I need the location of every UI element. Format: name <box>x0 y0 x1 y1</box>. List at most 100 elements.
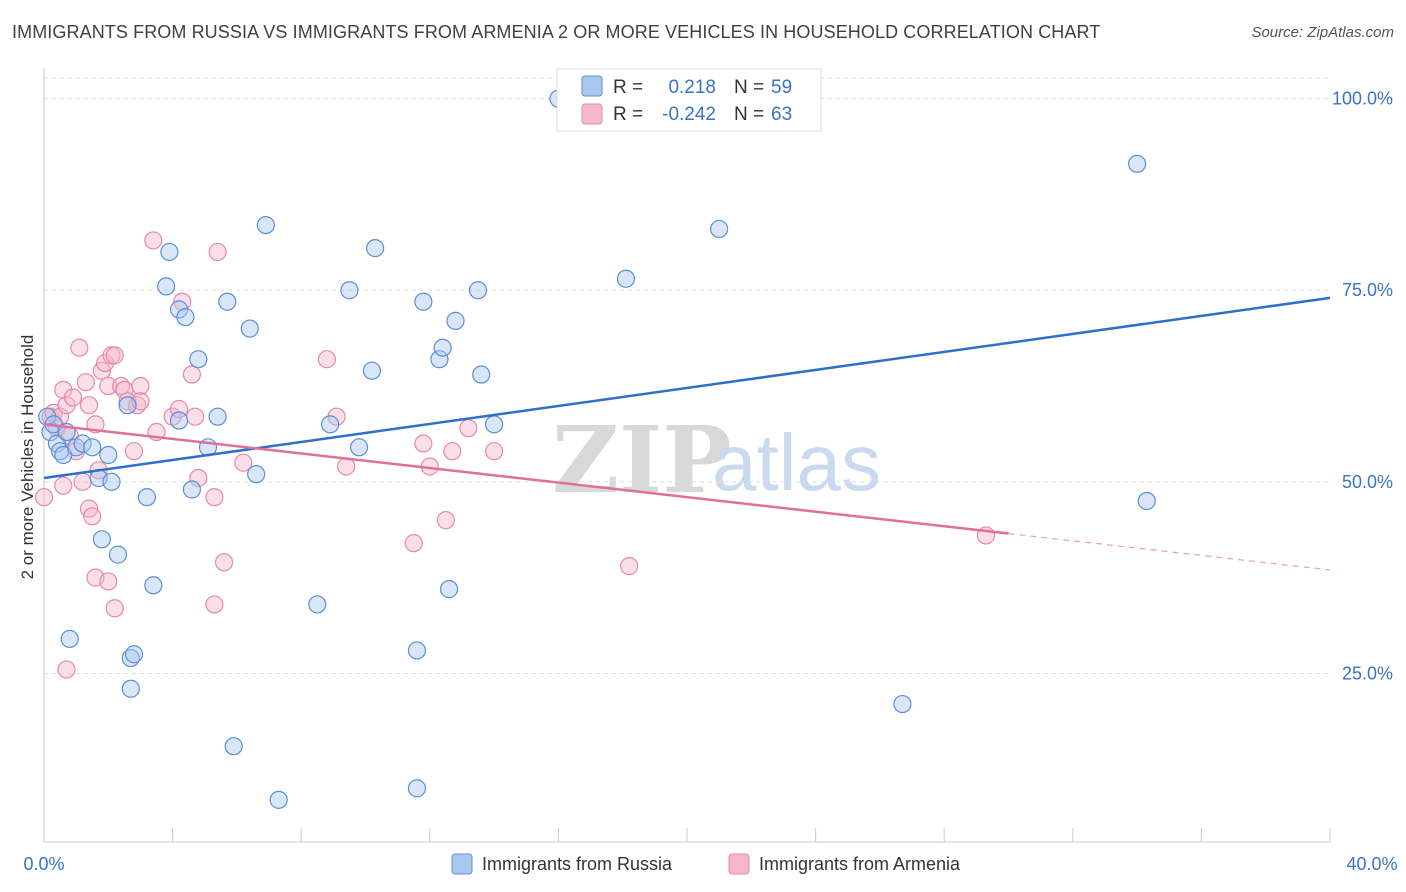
trend-lines <box>43 296 1331 571</box>
armenia-point-44 <box>205 488 224 507</box>
y-tick-labels: 25.0% 50.0% 75.0% 100.0% <box>1332 89 1393 684</box>
russia-point-37 <box>308 595 327 614</box>
watermark-atlas: atlas <box>712 418 881 507</box>
russia-point-58 <box>1137 491 1156 511</box>
russia-point-51 <box>472 365 491 384</box>
russia-point-15 <box>108 545 128 564</box>
armenia-point-15 <box>79 396 99 415</box>
armenia-point-45 <box>208 242 227 262</box>
x-axis-ticks <box>43 828 1331 842</box>
armenia-point-27 <box>105 599 124 618</box>
legend-n-value-russia: 59 <box>771 77 792 98</box>
bottom-legend-swatch-russia <box>451 853 473 875</box>
armenia-point-11 <box>63 388 83 407</box>
russia-point-50 <box>468 281 488 300</box>
y-tick-label-0: 25.0% <box>1342 663 1393 683</box>
russia-point-13 <box>99 445 118 465</box>
russia-point-14 <box>102 472 121 491</box>
russia-point-48 <box>439 580 459 599</box>
russia-point-57 <box>1127 154 1147 173</box>
y-tick-label-2: 75.0% <box>1342 280 1393 300</box>
russia-point-33 <box>240 319 259 338</box>
russia-point-24 <box>169 411 189 430</box>
trend-line-armenia-extrapolated <box>1008 532 1331 571</box>
armenia-point-9 <box>57 660 76 679</box>
russia-point-31 <box>218 292 237 311</box>
legend-n-label-armenia: N = <box>734 104 764 125</box>
russia-point-32 <box>224 737 243 756</box>
russia-point-26 <box>176 307 195 327</box>
series-legend: Immigrants from Russia Immigrants from A… <box>451 853 961 875</box>
russia-point-36 <box>269 790 288 809</box>
legend-swatch-armenia <box>581 103 603 125</box>
armenia-point-51 <box>404 534 423 553</box>
series-armenia-points <box>34 231 996 679</box>
russia-point-10 <box>83 438 102 457</box>
armenia-point-42 <box>189 468 208 488</box>
russia-point-9 <box>73 434 92 453</box>
source-credit: Source: ZipAtlas.com <box>1251 24 1394 41</box>
armenia-point-56 <box>459 419 478 438</box>
armenia-point-14 <box>76 373 95 392</box>
armenia-point-31 <box>124 442 144 461</box>
russia-point-28 <box>189 350 208 369</box>
armenia-point-55 <box>443 442 462 461</box>
russia-point-18 <box>124 645 144 664</box>
legend-r-value-russia: 0.218 <box>668 77 716 98</box>
armenia-point-5 <box>54 380 73 399</box>
russia-point-52 <box>485 415 504 434</box>
series-russia-points <box>38 89 1156 809</box>
armenia-point-17 <box>83 507 102 526</box>
russia-point-55 <box>710 219 729 239</box>
armenia-point-30 <box>118 392 137 411</box>
russia-point-20 <box>137 488 156 507</box>
russia-point-43 <box>407 641 427 660</box>
russia-point-56 <box>893 694 912 714</box>
russia-point-45 <box>414 292 433 311</box>
russia-point-34 <box>247 465 266 484</box>
trend-line-armenia <box>43 423 1009 535</box>
armenia-point-57 <box>485 442 504 461</box>
russia-point-40 <box>349 438 369 457</box>
russia-point-22 <box>157 277 176 296</box>
armenia-point-12 <box>70 338 89 357</box>
armenia-point-24 <box>99 572 118 591</box>
russia-point-42 <box>366 238 385 258</box>
russia-point-21 <box>144 576 163 595</box>
y-tick-label-3: 100.0% <box>1332 89 1393 109</box>
russia-point-12 <box>92 530 111 549</box>
russia-point-54 <box>616 269 636 288</box>
y-tick-label-1: 50.0% <box>1342 472 1393 492</box>
armenia-point-26 <box>105 346 124 365</box>
armenia-point-50 <box>337 457 356 476</box>
russia-point-35 <box>256 215 275 235</box>
armenia-point-35 <box>144 231 163 250</box>
russia-point-44 <box>407 779 427 798</box>
armenia-point-0 <box>34 488 54 507</box>
russia-point-38 <box>321 415 340 434</box>
legend-r-label-armenia: R = <box>613 104 643 125</box>
x-tick-label-max: 40.0% <box>1346 854 1397 874</box>
bottom-legend-label-russia: Immigrants from Russia <box>482 854 673 874</box>
correlation-legend: R = 0.218 N = 59 R = -0.242 N = 63 <box>556 68 822 132</box>
legend-r-value-armenia: -0.242 <box>662 104 716 125</box>
watermark-zip: ZIP <box>552 406 731 514</box>
armenia-point-40 <box>182 365 201 384</box>
armenia-point-33 <box>131 376 150 396</box>
russia-point-7 <box>60 629 79 649</box>
legend-r-label-russia: R = <box>613 77 643 98</box>
chart-title: IMMIGRANTS FROM RUSSIA VS IMMIGRANTS FRO… <box>12 22 1101 42</box>
armenia-point-54 <box>436 511 455 530</box>
bottom-legend-label-armenia: Immigrants from Armenia <box>759 854 961 874</box>
bottom-legend-swatch-armenia <box>728 853 750 875</box>
armenia-point-46 <box>214 553 234 572</box>
y-axis-label: 2 or more Vehicles in Household <box>18 335 37 580</box>
armenia-point-47 <box>234 453 253 472</box>
russia-point-30 <box>208 407 227 426</box>
russia-point-19 <box>121 679 140 698</box>
legend-n-value-armenia: 63 <box>771 104 792 125</box>
russia-point-17 <box>118 396 137 415</box>
armenia-point-41 <box>186 407 205 426</box>
armenia-point-6 <box>54 476 73 495</box>
